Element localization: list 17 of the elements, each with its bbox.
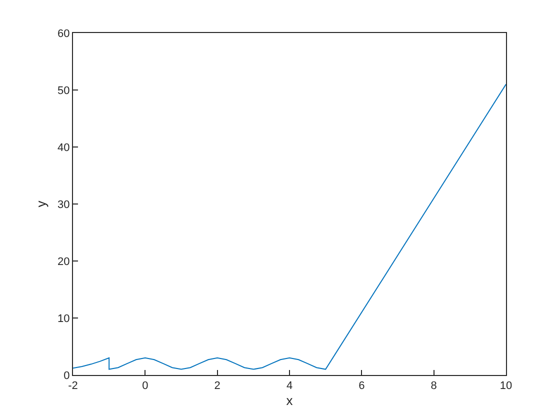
y-axis-title: y — [34, 200, 48, 208]
x-tick-label: 10 — [500, 380, 512, 392]
y-tick-label: 20 — [58, 256, 70, 268]
y-tick-label: 40 — [58, 142, 70, 154]
x-tick-label: 0 — [142, 380, 148, 392]
line-series — [73, 84, 506, 370]
x-tick-label: 6 — [358, 380, 365, 392]
y-tick-label: 60 — [58, 28, 70, 40]
y-tick-label: 50 — [58, 84, 70, 97]
y-tick-label: 0 — [64, 370, 70, 382]
y-tick-label: 30 — [58, 198, 70, 211]
x-tick-label: 2 — [214, 380, 220, 392]
y-tick-label: 10 — [58, 312, 70, 325]
x-tick-label: 4 — [286, 380, 293, 392]
x-tick-label: 8 — [430, 380, 437, 392]
x-axis-title: x — [286, 392, 294, 408]
x-tick-label: -2 — [68, 380, 78, 392]
